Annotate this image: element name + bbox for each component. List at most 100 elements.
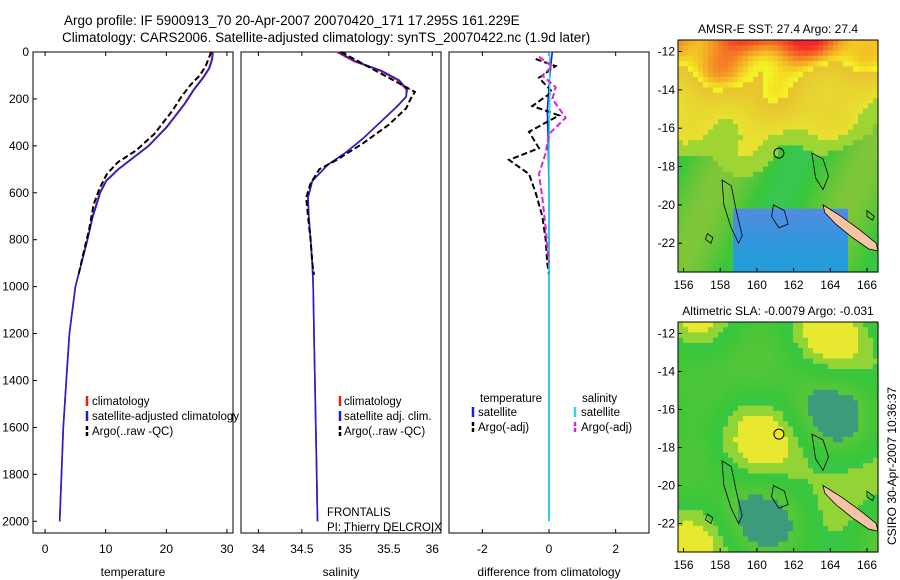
map-cell (868, 256, 874, 263)
map-cell (713, 171, 719, 178)
map-cell (863, 337, 869, 344)
map-cell (678, 134, 684, 141)
map-cell (698, 332, 704, 339)
map-cell (718, 245, 724, 252)
map-cell (748, 447, 754, 454)
map-cell (758, 103, 764, 110)
map-cell (738, 61, 744, 67)
map-cell (718, 177, 724, 183)
map-cell (803, 71, 809, 78)
map-cell (693, 76, 699, 83)
map-cell (768, 369, 774, 375)
map-cell (748, 145, 754, 152)
map-cell (858, 374, 864, 381)
map-cell (793, 145, 799, 152)
map-cell (733, 208, 739, 215)
map-cell (778, 250, 784, 257)
x-tick-label: 156 (673, 278, 693, 292)
map-cell (838, 261, 844, 268)
map-cell (758, 369, 764, 375)
map-cell (848, 484, 854, 490)
map-cell (743, 337, 749, 344)
map-cell (773, 250, 779, 257)
map-cell (688, 219, 694, 226)
map-cell (788, 374, 794, 381)
map-cell (738, 92, 744, 99)
map-cell (868, 374, 874, 381)
map-cell (703, 250, 709, 257)
map-cell (713, 525, 719, 532)
map-cell (833, 261, 839, 268)
map-cell (708, 76, 714, 83)
map-cell (838, 235, 844, 241)
map-cell (813, 421, 819, 428)
map-cell (808, 374, 814, 381)
map-cell (773, 119, 779, 125)
map-cell (848, 322, 854, 328)
map-cell (733, 536, 739, 543)
map-cell (783, 50, 789, 57)
map-cell (728, 124, 734, 131)
map-cell (768, 473, 774, 480)
map-cell (823, 525, 829, 532)
map-cell (768, 348, 774, 354)
map-cell (693, 235, 699, 241)
map-cell (683, 71, 689, 78)
map-cell (848, 82, 854, 89)
map-cell (808, 504, 814, 511)
map-cell (708, 531, 714, 537)
map-cell (793, 76, 799, 83)
sst-map-panel: 156 158 160 162 164 166-12-14-16-18-20-22AMSR… (658, 22, 879, 292)
map-cell (698, 203, 704, 210)
map-cell (723, 369, 729, 375)
map-cell (763, 447, 769, 454)
map-cell (768, 327, 774, 334)
map-cell (828, 363, 834, 370)
map-cell (683, 161, 689, 168)
map-cell (753, 40, 759, 46)
map-cell (723, 198, 729, 205)
map-cell (683, 353, 689, 360)
map-cell (868, 452, 874, 459)
map-cell (783, 437, 789, 443)
map-cell (733, 113, 739, 120)
map-cell (813, 395, 819, 402)
map-cell (683, 45, 689, 52)
map-cell (818, 457, 824, 464)
map-cell (758, 541, 764, 548)
map-cell (828, 134, 834, 141)
map-cell (818, 510, 824, 517)
map-cell (783, 203, 789, 210)
map-cell (753, 245, 759, 252)
map-cell (738, 468, 744, 475)
map-cell (808, 187, 814, 194)
map-cell (728, 353, 734, 360)
map-cell (698, 156, 704, 162)
map-cell (723, 82, 729, 89)
map-cell (838, 119, 844, 125)
map-cell (733, 510, 739, 517)
map-cell (788, 322, 794, 328)
annotation-text: PI: Thierry DELCROIX (327, 522, 442, 534)
map-cell (683, 245, 689, 252)
map-cell (753, 452, 759, 459)
map-cell (853, 536, 859, 543)
map-cell (733, 431, 739, 438)
map-cell (778, 410, 784, 417)
map-cell (783, 245, 789, 252)
map-cell (748, 400, 754, 407)
map-cell (713, 546, 719, 553)
map-cell (758, 447, 764, 454)
map-cell (843, 437, 849, 443)
temperature-panel: 0 10 20 30temperature0200400600800100012001… (2, 45, 239, 579)
map-cell (683, 431, 689, 438)
map-cell (728, 198, 734, 205)
map-cell (838, 546, 844, 553)
map-cell (823, 426, 829, 433)
map-cell (788, 166, 794, 173)
map-cell (788, 108, 794, 115)
map-cell (713, 55, 719, 62)
map-cell (723, 214, 729, 220)
map-cell (843, 541, 849, 548)
map-cell (763, 119, 769, 125)
